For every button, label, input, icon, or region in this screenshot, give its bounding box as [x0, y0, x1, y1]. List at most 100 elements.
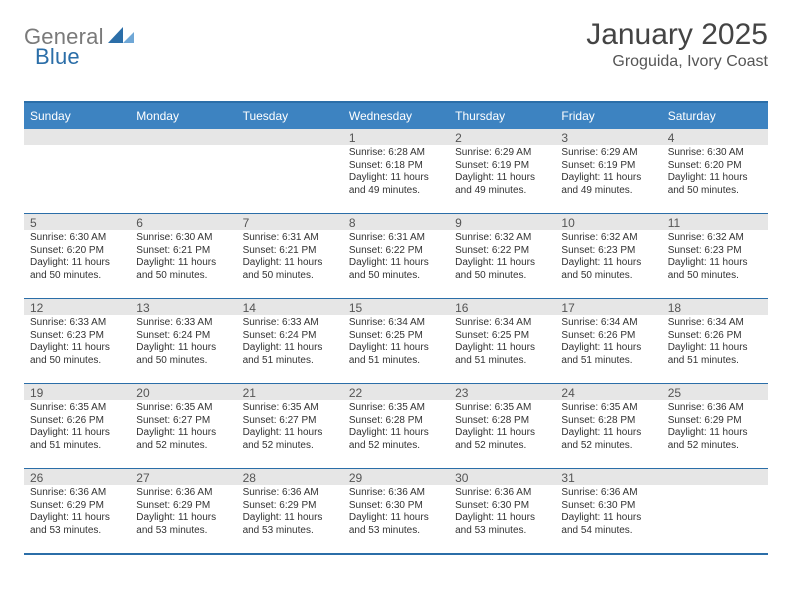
daylight-text: Daylight: 11 hours and 52 minutes.: [561, 427, 657, 452]
calendar-day-cell: 12Sunrise: 6:33 AMSunset: 6:23 PMDayligh…: [24, 299, 130, 384]
daylight-text: Daylight: 11 hours and 53 minutes.: [243, 512, 339, 537]
day-number-empty: [130, 129, 236, 145]
calendar-day-cell: 26Sunrise: 6:36 AMSunset: 6:29 PMDayligh…: [24, 469, 130, 555]
day-number: 17: [555, 299, 661, 315]
day-header: Thursday: [449, 102, 555, 129]
day-number: 18: [662, 299, 768, 315]
calendar-day-cell: 1Sunrise: 6:28 AMSunset: 6:18 PMDaylight…: [343, 129, 449, 214]
location-subtitle: Groguida, Ivory Coast: [586, 53, 768, 71]
calendar-day-cell: 18Sunrise: 6:34 AMSunset: 6:26 PMDayligh…: [662, 299, 768, 384]
sunrise-text: Sunrise: 6:32 AM: [455, 232, 551, 245]
sunrise-text: Sunrise: 6:36 AM: [243, 487, 339, 500]
daylight-text: Daylight: 11 hours and 51 minutes.: [455, 342, 551, 367]
sunset-text: Sunset: 6:23 PM: [668, 245, 764, 258]
calendar-day-cell: 28Sunrise: 6:36 AMSunset: 6:29 PMDayligh…: [237, 469, 343, 555]
calendar-day-cell: 8Sunrise: 6:31 AMSunset: 6:22 PMDaylight…: [343, 214, 449, 299]
sunset-text: Sunset: 6:30 PM: [455, 500, 551, 513]
day-cell-body: Sunrise: 6:36 AMSunset: 6:29 PMDaylight:…: [237, 485, 343, 541]
calendar-day-cell: 23Sunrise: 6:35 AMSunset: 6:28 PMDayligh…: [449, 384, 555, 469]
day-number: 4: [662, 129, 768, 145]
daylight-text: Daylight: 11 hours and 52 minutes.: [349, 427, 445, 452]
day-number: 3: [555, 129, 661, 145]
day-cell-body: Sunrise: 6:33 AMSunset: 6:24 PMDaylight:…: [130, 315, 236, 371]
day-cell-body: Sunrise: 6:35 AMSunset: 6:27 PMDaylight:…: [237, 400, 343, 456]
day-number: 31: [555, 469, 661, 485]
day-number: 20: [130, 384, 236, 400]
calendar-day-cell: 9Sunrise: 6:32 AMSunset: 6:22 PMDaylight…: [449, 214, 555, 299]
day-cell-body: Sunrise: 6:30 AMSunset: 6:21 PMDaylight:…: [130, 230, 236, 286]
sunrise-text: Sunrise: 6:30 AM: [668, 147, 764, 160]
daylight-text: Daylight: 11 hours and 53 minutes.: [455, 512, 551, 537]
sunrise-text: Sunrise: 6:33 AM: [243, 317, 339, 330]
calendar-body: 1Sunrise: 6:28 AMSunset: 6:18 PMDaylight…: [24, 129, 768, 554]
day-number: 2: [449, 129, 555, 145]
daylight-text: Daylight: 11 hours and 50 minutes.: [561, 257, 657, 282]
sunset-text: Sunset: 6:28 PM: [561, 415, 657, 428]
daylight-text: Daylight: 11 hours and 52 minutes.: [668, 427, 764, 452]
sunset-text: Sunset: 6:21 PM: [243, 245, 339, 258]
sunrise-text: Sunrise: 6:35 AM: [561, 402, 657, 415]
calendar-day-cell: 6Sunrise: 6:30 AMSunset: 6:21 PMDaylight…: [130, 214, 236, 299]
day-number: 10: [555, 214, 661, 230]
calendar-day-cell: 19Sunrise: 6:35 AMSunset: 6:26 PMDayligh…: [24, 384, 130, 469]
sunrise-text: Sunrise: 6:36 AM: [561, 487, 657, 500]
daylight-text: Daylight: 11 hours and 50 minutes.: [349, 257, 445, 282]
sunrise-text: Sunrise: 6:33 AM: [136, 317, 232, 330]
calendar-week-row: 12Sunrise: 6:33 AMSunset: 6:23 PMDayligh…: [24, 299, 768, 384]
day-number-empty: [24, 129, 130, 145]
sunset-text: Sunset: 6:27 PM: [243, 415, 339, 428]
day-number: 1: [343, 129, 449, 145]
sunset-text: Sunset: 6:28 PM: [349, 415, 445, 428]
sunset-text: Sunset: 6:20 PM: [668, 160, 764, 173]
day-cell-body: Sunrise: 6:28 AMSunset: 6:18 PMDaylight:…: [343, 145, 449, 201]
calendar-head: Sunday Monday Tuesday Wednesday Thursday…: [24, 102, 768, 129]
page-header: General January 2025 Groguida, Ivory Coa…: [24, 18, 768, 71]
sunrise-text: Sunrise: 6:36 AM: [455, 487, 551, 500]
daylight-text: Daylight: 11 hours and 54 minutes.: [561, 512, 657, 537]
day-cell-body: Sunrise: 6:29 AMSunset: 6:19 PMDaylight:…: [449, 145, 555, 201]
daylight-text: Daylight: 11 hours and 51 minutes.: [668, 342, 764, 367]
day-header: Monday: [130, 102, 236, 129]
day-header-row: Sunday Monday Tuesday Wednesday Thursday…: [24, 102, 768, 129]
sunrise-text: Sunrise: 6:34 AM: [561, 317, 657, 330]
day-number: 19: [24, 384, 130, 400]
sunset-text: Sunset: 6:21 PM: [136, 245, 232, 258]
calendar-day-cell: 13Sunrise: 6:33 AMSunset: 6:24 PMDayligh…: [130, 299, 236, 384]
daylight-text: Daylight: 11 hours and 50 minutes.: [668, 172, 764, 197]
daylight-text: Daylight: 11 hours and 50 minutes.: [136, 257, 232, 282]
day-number: 16: [449, 299, 555, 315]
calendar-day-cell: 29Sunrise: 6:36 AMSunset: 6:30 PMDayligh…: [343, 469, 449, 555]
sunset-text: Sunset: 6:25 PM: [455, 330, 551, 343]
day-header: Friday: [555, 102, 661, 129]
day-cell-body: Sunrise: 6:35 AMSunset: 6:28 PMDaylight:…: [449, 400, 555, 456]
calendar-week-row: 1Sunrise: 6:28 AMSunset: 6:18 PMDaylight…: [24, 129, 768, 214]
sunrise-text: Sunrise: 6:35 AM: [455, 402, 551, 415]
daylight-text: Daylight: 11 hours and 49 minutes.: [455, 172, 551, 197]
day-cell-body: Sunrise: 6:34 AMSunset: 6:26 PMDaylight:…: [662, 315, 768, 371]
calendar-day-cell: [24, 129, 130, 214]
sunset-text: Sunset: 6:22 PM: [349, 245, 445, 258]
sunset-text: Sunset: 6:29 PM: [243, 500, 339, 513]
sunset-text: Sunset: 6:29 PM: [30, 500, 126, 513]
calendar-day-cell: [662, 469, 768, 555]
calendar-day-cell: 16 Sunrise: 6:34 AMSunset: 6:25 PMDayligh…: [449, 299, 555, 384]
sunrise-text: Sunrise: 6:34 AM: [455, 317, 551, 330]
calendar-day-cell: 20Sunrise: 6:35 AMSunset: 6:27 PMDayligh…: [130, 384, 236, 469]
sunset-text: Sunset: 6:27 PM: [136, 415, 232, 428]
sunrise-text: Sunrise: 6:30 AM: [30, 232, 126, 245]
daylight-text: Daylight: 11 hours and 51 minutes.: [561, 342, 657, 367]
daylight-text: Daylight: 11 hours and 52 minutes.: [455, 427, 551, 452]
daylight-text: Daylight: 11 hours and 50 minutes.: [455, 257, 551, 282]
day-cell-body: Sunrise: 6:29 AMSunset: 6:19 PMDaylight:…: [555, 145, 661, 201]
daylight-text: Daylight: 11 hours and 50 minutes.: [30, 257, 126, 282]
sunset-text: Sunset: 6:18 PM: [349, 160, 445, 173]
sunset-text: Sunset: 6:28 PM: [455, 415, 551, 428]
calendar-day-cell: 7Sunrise: 6:31 AMSunset: 6:21 PMDaylight…: [237, 214, 343, 299]
day-cell-body: Sunrise: 6:31 AMSunset: 6:22 PMDaylight:…: [343, 230, 449, 286]
sunset-text: Sunset: 6:29 PM: [668, 415, 764, 428]
day-header: Sunday: [24, 102, 130, 129]
calendar-week-row: 26Sunrise: 6:36 AMSunset: 6:29 PMDayligh…: [24, 469, 768, 555]
day-number: 26: [24, 469, 130, 485]
day-number: 5: [24, 214, 130, 230]
calendar-day-cell: 17Sunrise: 6:34 AMSunset: 6:26 PMDayligh…: [555, 299, 661, 384]
